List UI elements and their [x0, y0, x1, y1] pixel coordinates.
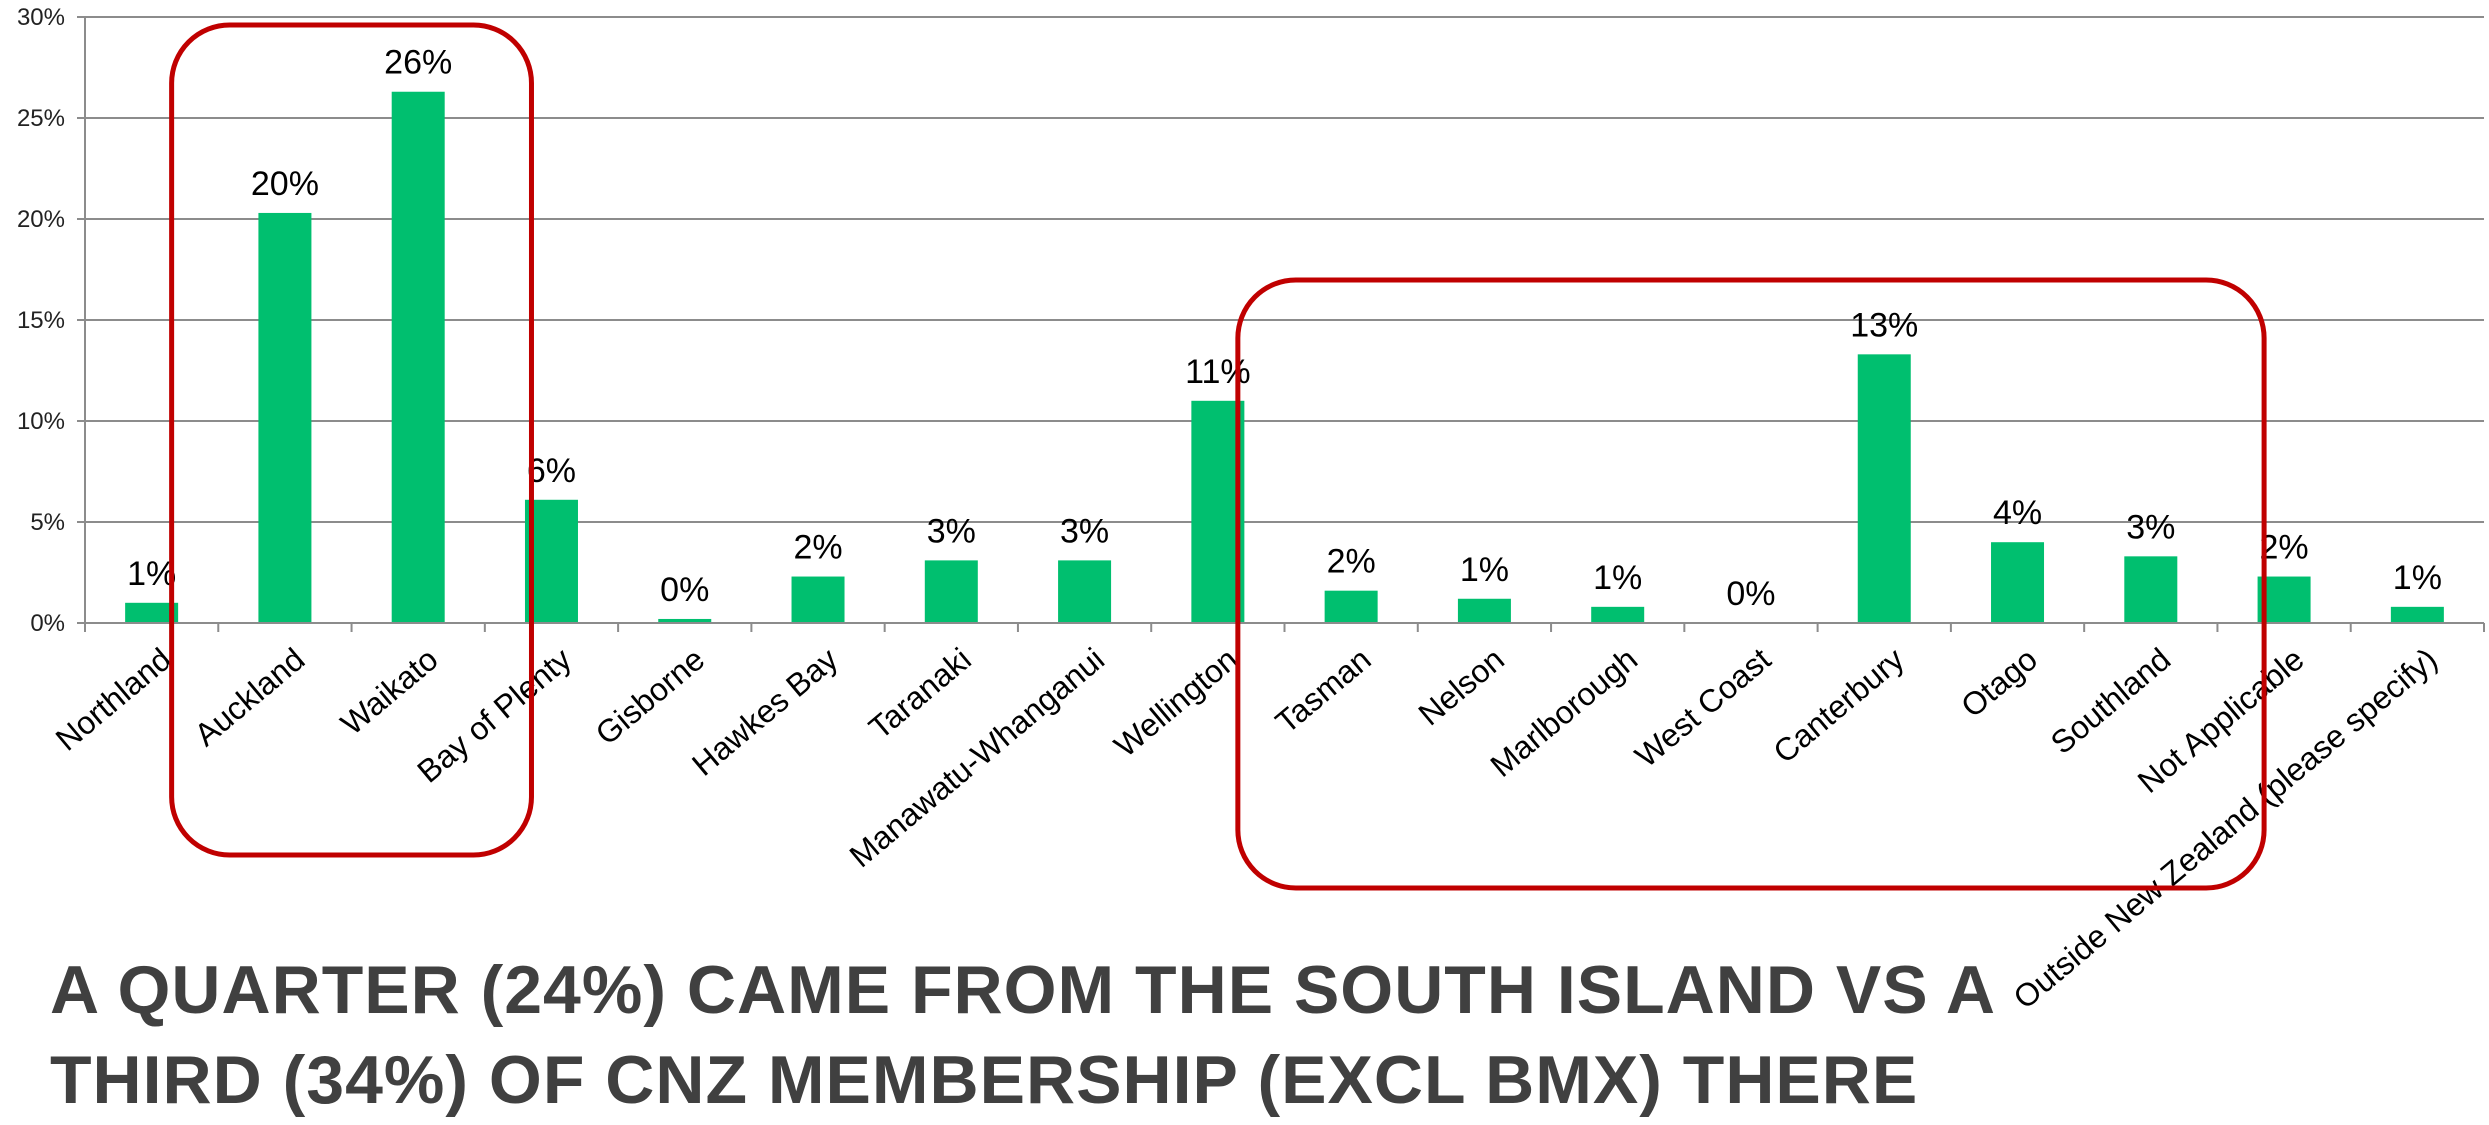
data-label: 11%	[1185, 353, 1251, 391]
category-label: Southland	[2044, 641, 2178, 761]
category-label: Taranaki	[862, 641, 978, 746]
category-label: Gisborne	[589, 641, 712, 752]
bar	[1858, 354, 1911, 623]
data-label: 2%	[1327, 543, 1376, 581]
bar	[1458, 599, 1511, 623]
category-label: West Coast	[1628, 641, 1777, 775]
bar	[392, 92, 445, 623]
category-label: Hawkes Bay	[685, 641, 844, 783]
bar	[1058, 560, 1111, 623]
y-tick-label: 15%	[17, 307, 65, 334]
data-label: 3%	[1060, 512, 1109, 550]
bar	[1991, 542, 2044, 623]
data-label: 20%	[251, 165, 319, 203]
data-label: 2%	[2260, 529, 2309, 567]
y-tick-label: 25%	[17, 105, 65, 132]
y-tick-label: 10%	[17, 408, 65, 435]
data-label: 1%	[2393, 559, 2442, 597]
bar	[2391, 607, 2444, 623]
y-tick-label: 20%	[17, 206, 65, 233]
category-label: Otago	[1954, 641, 2044, 725]
data-label: 6%	[527, 452, 576, 490]
grid-lines	[85, 17, 2484, 522]
data-label: 1%	[127, 555, 176, 593]
data-labels: 1% 20% 26% 6% 0% 2% 3% 3% 11% 2% 1% 1% 0% 13% 4% 3% 2% 1%	[127, 44, 2442, 613]
headline: A QUARTER (24%) CAME FROM THE SOUTH ISLA…	[50, 945, 2000, 1125]
data-label: 3%	[927, 512, 976, 550]
data-label: 0%	[660, 571, 709, 609]
data-label: 26%	[384, 44, 452, 82]
y-tick-label: 30%	[17, 4, 65, 31]
bar-chart: 0% 5% 10% 15% 20% 25% 30% 1% 20% 26% 6% 0% 2% 3% 3% 11…	[0, 0, 2489, 1086]
category-label: Waikato	[334, 641, 445, 742]
data-label: 2%	[793, 529, 842, 567]
bar	[1591, 607, 1644, 623]
y-axis-ticks: 0% 5% 10% 15% 20% 25% 30%	[17, 4, 85, 637]
data-label: 1%	[1460, 551, 1509, 589]
category-label: Northland	[49, 641, 178, 758]
bar	[2124, 556, 2177, 623]
bar	[258, 213, 311, 623]
data-label: 4%	[1993, 494, 2042, 532]
category-label: Tasman	[1269, 641, 1378, 741]
data-label: 0%	[1726, 575, 1775, 613]
data-label: 3%	[2126, 508, 2175, 546]
bar	[925, 560, 978, 623]
category-label: Wellington	[1107, 641, 1244, 764]
category-label: Auckland	[187, 641, 311, 753]
data-label: 13%	[1850, 306, 1918, 344]
bar	[1325, 591, 1378, 623]
y-tick-label: 5%	[30, 509, 65, 536]
x-axis	[85, 17, 2484, 632]
category-label: Canterbury	[1766, 641, 1910, 770]
bars	[125, 92, 2444, 623]
data-label: 1%	[1593, 559, 1642, 597]
category-label: Nelson	[1411, 641, 1510, 733]
y-tick-label: 0%	[30, 610, 65, 637]
category-label: Marlborough	[1483, 641, 1644, 784]
category-label: Manawatu-Whanganui	[843, 641, 1111, 874]
bar	[792, 577, 845, 623]
